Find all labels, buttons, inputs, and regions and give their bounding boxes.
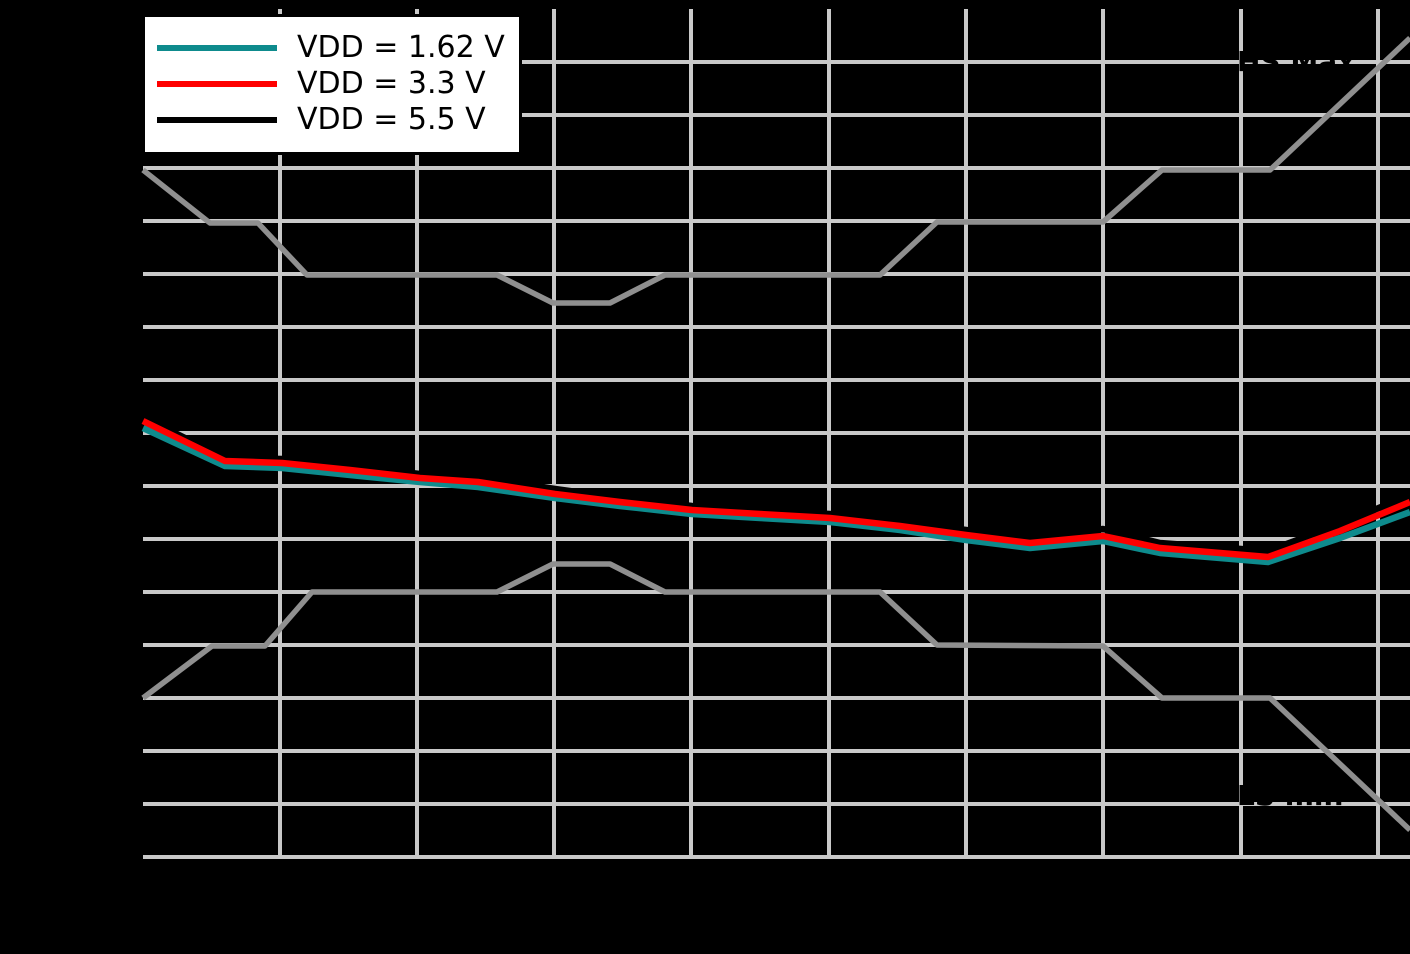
legend-item-vdd-1p62: VDD = 1.62 V: [157, 30, 519, 66]
legend-line-sample-black: [157, 117, 277, 123]
legend-item-label: VDD = 1.62 V: [297, 30, 505, 65]
annotation-hs-max: HS Max: [1237, 45, 1356, 78]
legend-item-vdd-3p3: VDD = 3.3 V: [157, 66, 519, 102]
legend-item-label: VDD = 5.5 V: [297, 102, 486, 137]
data-series: [141, 414, 1410, 566]
legend-line-sample-red: [157, 81, 277, 87]
legend: VDD = 1.62 V VDD = 3.3 V VDD = 5.5 V: [142, 14, 522, 155]
legend-item-label: VDD = 3.3 V: [297, 66, 486, 101]
annotation-ls-min: LS min: [1237, 779, 1344, 812]
legend-item-vdd-5p5: VDD = 5.5 V: [157, 102, 519, 138]
limit-lines: [141, 35, 1410, 833]
legend-line-sample-teal: [157, 45, 277, 51]
